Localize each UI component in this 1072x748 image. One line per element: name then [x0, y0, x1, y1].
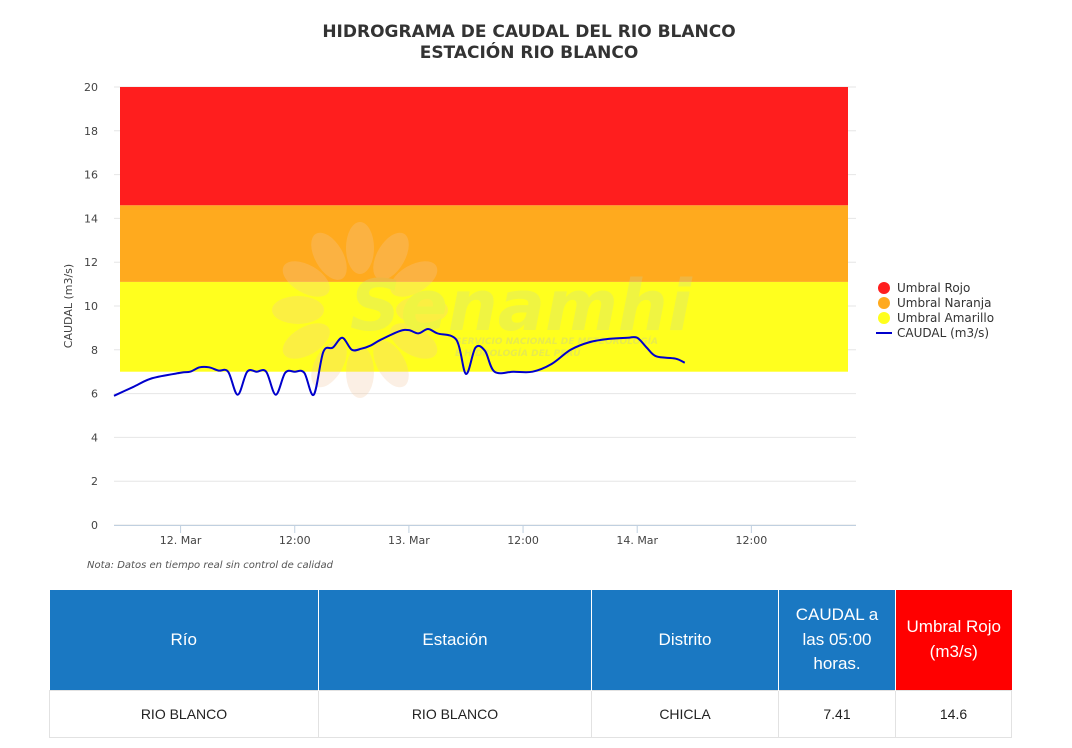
legend-label: Umbral Amarillo: [897, 311, 994, 325]
legend-marker: [878, 312, 890, 324]
legend-marker: [878, 282, 890, 294]
x-tick-label: 12:00: [507, 534, 539, 547]
y-tick-label: 8: [91, 344, 98, 357]
header-caudal: CAUDAL a las 05:00 horas.: [778, 590, 896, 691]
y-tick-label: 2: [91, 475, 98, 488]
x-tick-label: 12:00: [736, 534, 768, 547]
y-tick-label: 10: [84, 300, 98, 313]
legend-label: CAUDAL (m3/s): [897, 326, 989, 340]
watermark-logo-text: Senamhi: [350, 265, 693, 347]
y-axis-label: CAUDAL (m3/s): [62, 264, 75, 348]
cell-umbral-rojo: 14.6: [895, 690, 1012, 738]
legend-label: Umbral Naranja: [897, 296, 991, 310]
band-umbral-amarillo: [120, 281, 848, 372]
cell-distrito: CHICLA: [591, 690, 779, 738]
x-tick-label: 12. Mar: [160, 534, 202, 547]
watermark-line1: SERVICIO NACIONAL DE METEOROLOGÍA: [455, 335, 658, 347]
sun-logo-icon: [272, 222, 448, 398]
chart-note: Nota: Datos en tiempo real sin control d…: [87, 560, 334, 571]
table-header-row: Río Estación Distrito CAUDAL a las 05:00…: [49, 590, 1012, 691]
y-tick-label: 4: [91, 431, 98, 444]
y-tick-label: 12: [84, 256, 98, 269]
x-tick-label: 12:00: [279, 534, 311, 547]
table-row: RIO BLANCO RIO BLANCO CHICLA 7.41 14.6: [49, 690, 1012, 738]
chart-title: HIDROGRAMA DE CAUDAL DEL RIO BLANCO: [322, 22, 735, 42]
header-umbral-rojo: Umbral Rojo (m3/s): [895, 590, 1012, 691]
legend-label: Umbral Rojo: [897, 281, 970, 295]
cell-estacion: RIO BLANCO: [318, 690, 592, 738]
y-tick-label: 14: [84, 212, 98, 225]
station-info-table: Río Estación Distrito CAUDAL a las 05:00…: [49, 590, 1012, 738]
y-tick-label: 20: [84, 81, 98, 94]
cell-rio: RIO BLANCO: [49, 690, 319, 738]
x-tick-label: 13. Mar: [388, 534, 430, 547]
hydrograph-chart: HIDROGRAMA DE CAUDAL DEL RIO BLANCO ESTAC…: [62, 22, 994, 571]
y-tick-label: 18: [84, 125, 98, 138]
header-rio: Río: [49, 590, 319, 691]
cell-caudal: 7.41: [778, 690, 896, 738]
y-tick-label: 6: [91, 388, 98, 401]
band-umbral-naranja: [120, 205, 848, 282]
y-tick-label: 16: [84, 169, 98, 182]
series-line-caudal: [113, 327, 686, 397]
chart-subtitle: ESTACIÓN RIO BLANCO: [420, 41, 639, 63]
header-estacion: Estación: [318, 590, 592, 691]
chart-svg: HIDROGRAMA DE CAUDAL DEL RIO BLANCOESTAC…: [62, 22, 994, 571]
header-distrito: Distrito: [591, 590, 779, 691]
legend-marker: [878, 297, 890, 309]
y-tick-label: 0: [91, 519, 98, 532]
band-umbral-rojo: [120, 87, 848, 206]
x-tick-label: 14. Mar: [616, 534, 658, 547]
